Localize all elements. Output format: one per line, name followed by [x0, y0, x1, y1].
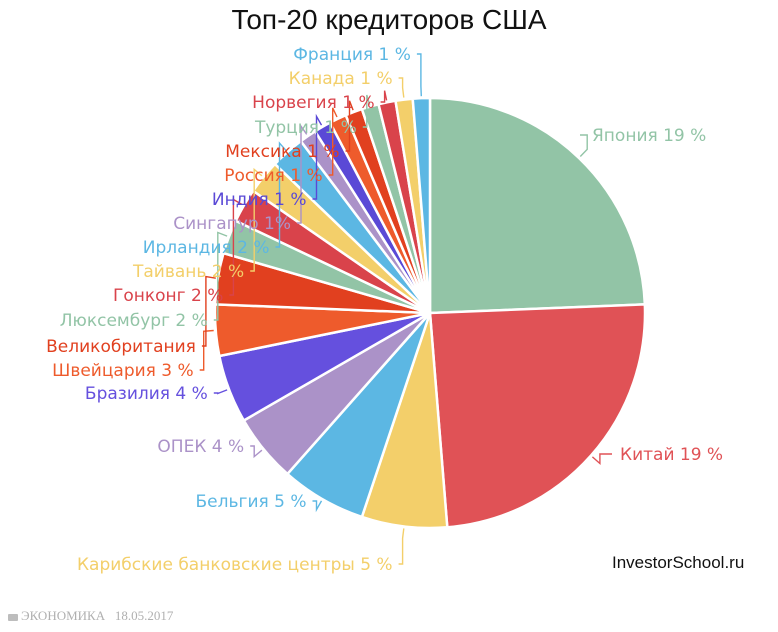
slice-label: Китай 19 %	[620, 445, 723, 465]
footer-date: 18.05.2017	[114, 608, 174, 623]
footer-category: ЭКОНОМИКА	[21, 608, 106, 623]
slice-label: Канада 1 %	[289, 69, 393, 89]
slice-label: Бельгия 5 %	[196, 492, 307, 512]
slice-label: Тайвань 2 %	[132, 262, 244, 282]
slice-label: Япония 19 %	[592, 126, 706, 146]
leader-line	[312, 113, 323, 200]
leader-line	[362, 94, 371, 128]
slice-label: Швейцария 3 %	[52, 361, 194, 381]
slice-label: Бразилия 4 %	[85, 384, 208, 404]
leader-line	[297, 123, 308, 224]
slice-label: Ирландия 2 %	[143, 238, 270, 258]
leader-line	[199, 329, 214, 371]
leader-line	[579, 134, 588, 157]
leader-line	[345, 100, 354, 152]
leader-line	[275, 141, 287, 248]
folder-icon	[8, 613, 18, 621]
pie-slice	[411, 96, 432, 314]
slice-label: Турция 1 %	[254, 118, 357, 138]
slice-label: Великобритания	[46, 337, 196, 357]
leader-line	[213, 231, 228, 321]
slice-label: Люксембург 2 %	[60, 311, 208, 331]
leader-line	[312, 500, 323, 513]
leader-line	[398, 77, 405, 98]
pie-slice	[428, 303, 647, 529]
leader-line	[250, 167, 263, 272]
slice-label: Россия 1 %	[224, 166, 322, 186]
leader-line	[229, 198, 243, 296]
chart-title: Топ-20 кредиторов США	[231, 4, 547, 35]
slice-label: ОПЕК 4 %	[157, 437, 244, 457]
pie-slice	[428, 96, 647, 315]
leader-line	[201, 275, 216, 347]
leader-line	[398, 528, 405, 565]
slice-label: Мексика 1 %	[225, 142, 339, 162]
leader-line	[328, 107, 338, 176]
leader-line	[380, 90, 388, 103]
slice-label: Индия 1 %	[212, 190, 307, 210]
leader-line	[213, 389, 228, 395]
slice-label: Гонконг 2 %	[113, 286, 223, 306]
slice-label: Сингапур 1%	[173, 214, 291, 234]
slice-label: Франция 1 %	[293, 45, 411, 65]
leader-line	[416, 53, 422, 97]
leader-line	[250, 445, 263, 459]
slice-label: Карибские банковские центры 5 %	[77, 555, 393, 575]
watermark-text: InvestorSchool.ru	[612, 553, 745, 572]
footer-meta: ЭКОНОМИКА 18.05.2017	[8, 608, 173, 624]
slice-label: Норвегия 1 %	[252, 93, 374, 113]
leader-line	[591, 453, 612, 466]
